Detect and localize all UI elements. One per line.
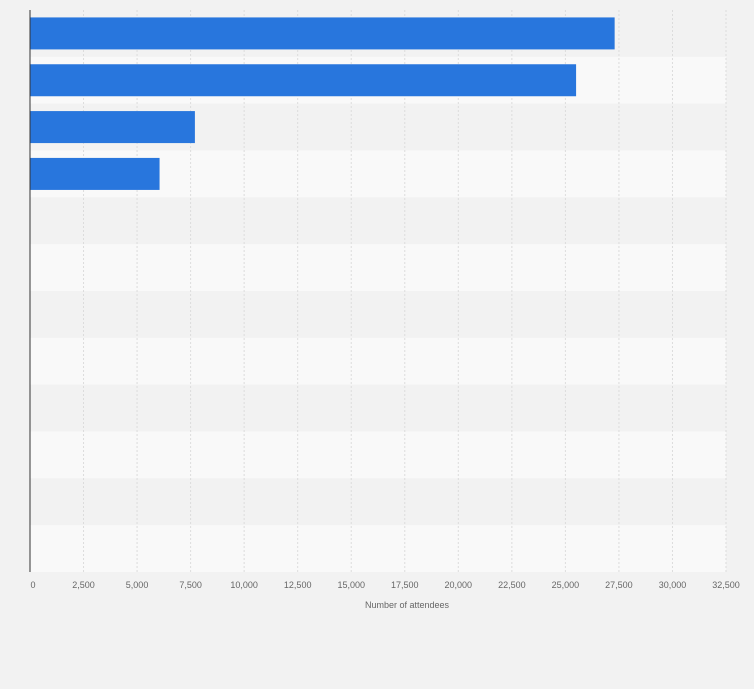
row-band — [30, 291, 726, 338]
x-tick-label: 7,500 — [179, 580, 202, 590]
x-tick-label: 10,000 — [230, 580, 258, 590]
row-band — [30, 337, 726, 385]
bar — [30, 17, 615, 50]
x-tick-label: 32,500 — [712, 580, 740, 590]
x-tick-label: 2,500 — [72, 580, 95, 590]
row-band — [30, 525, 726, 572]
bars — [30, 17, 615, 190]
x-tick-label: 22,500 — [498, 580, 526, 590]
x-axis-title: Number of attendees — [365, 600, 450, 610]
bar — [30, 157, 160, 190]
row-band — [30, 478, 726, 526]
gridlines — [83, 10, 727, 572]
x-tick-label: 17,500 — [391, 580, 419, 590]
row-bands — [30, 10, 726, 572]
x-tick-label: 20,000 — [445, 580, 473, 590]
bar — [30, 111, 195, 144]
x-tick-label: 30,000 — [659, 580, 687, 590]
x-axis-ticks: 0 2,500 5,000 7,500 10,000 12,500 15,000 17,500… — [30, 580, 739, 590]
x-tick-label: 0 — [30, 580, 35, 590]
row-band — [30, 431, 726, 479]
row-band — [30, 384, 726, 432]
row-band — [30, 244, 726, 291]
bar — [30, 64, 577, 97]
x-tick-label: 27,500 — [605, 580, 633, 590]
x-tick-label: 12,500 — [284, 580, 312, 590]
x-tick-label: 15,000 — [337, 580, 365, 590]
x-tick-label: 5,000 — [126, 580, 149, 590]
x-tick-label: 25,000 — [552, 580, 580, 590]
row-band — [30, 197, 726, 245]
